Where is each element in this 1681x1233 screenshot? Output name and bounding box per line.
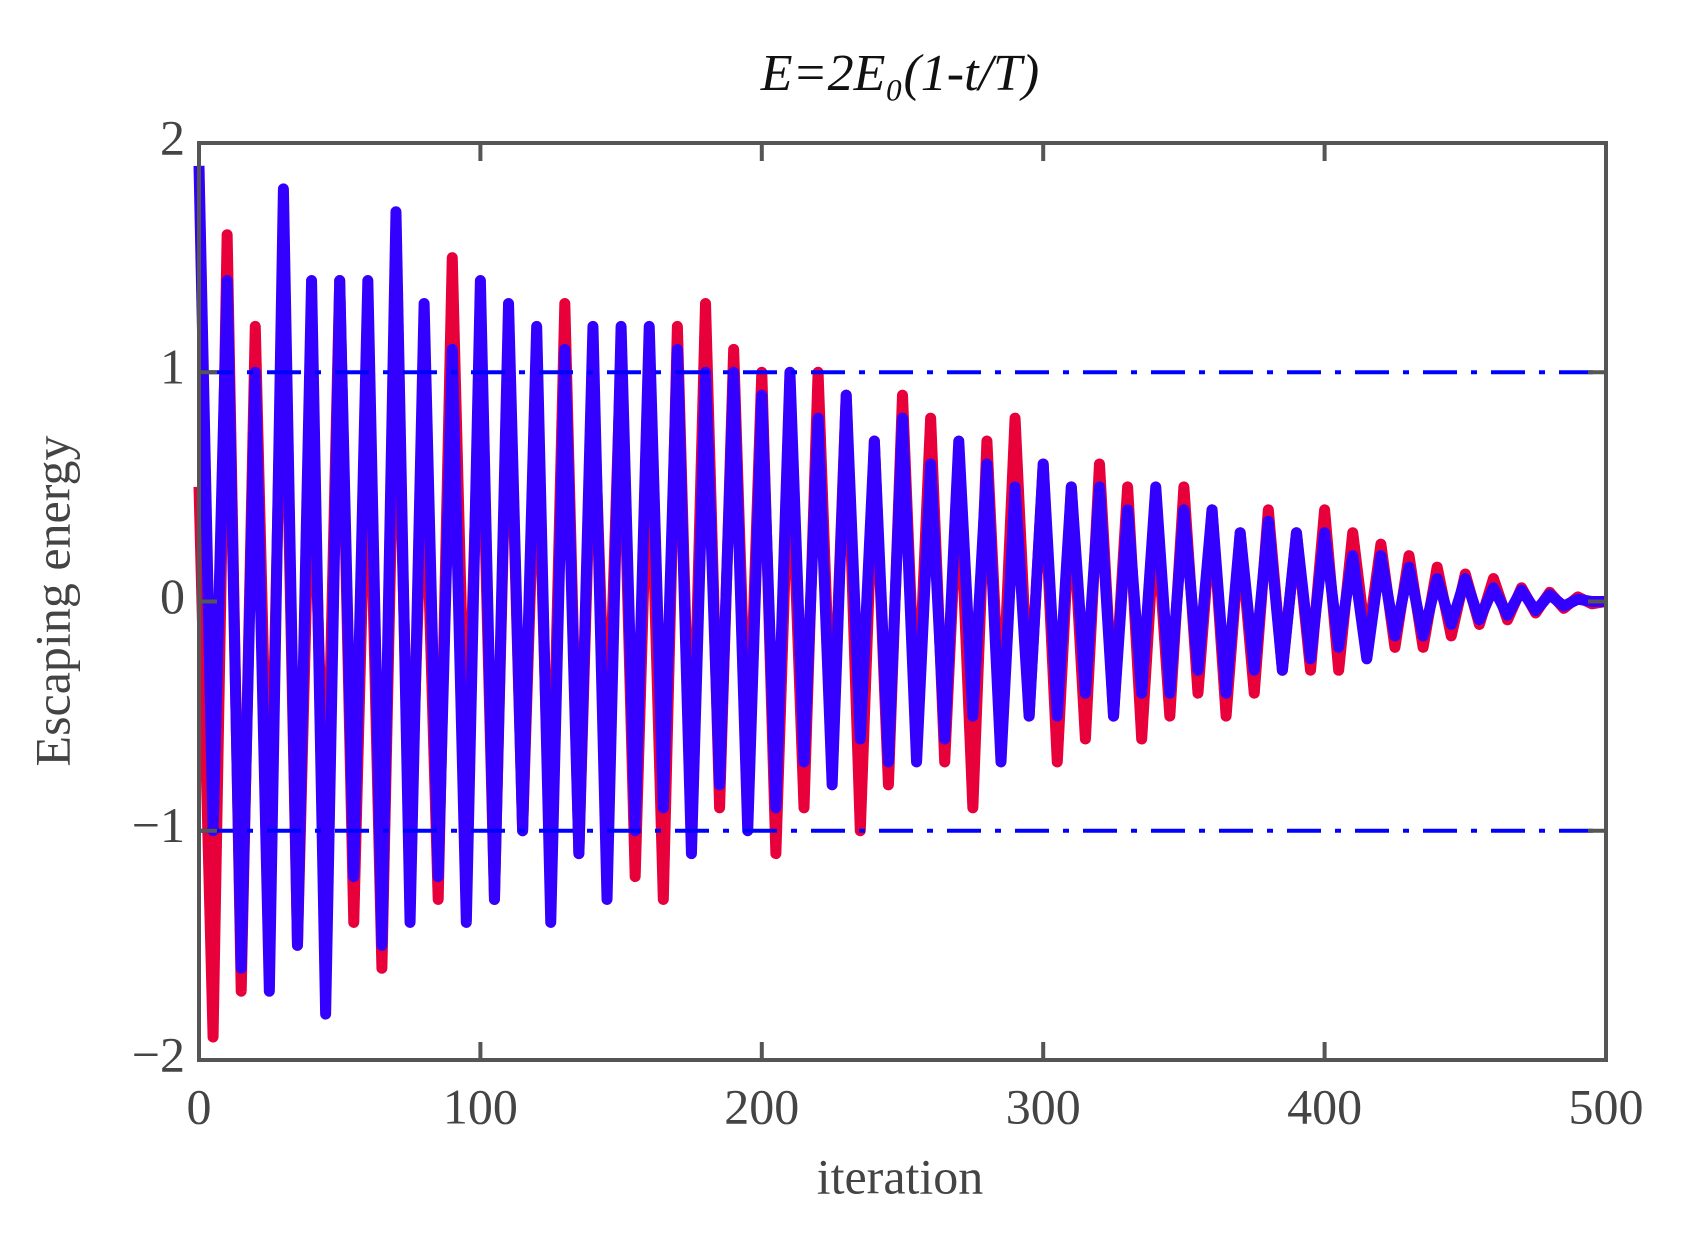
y-tick-label: −1 xyxy=(132,797,185,853)
y-tick-label: 2 xyxy=(160,109,185,165)
chart-title: E=2E₀(1-t/T) xyxy=(760,45,1039,102)
x-tick-label: 0 xyxy=(187,1078,212,1134)
y-axis-label: Escaping energy xyxy=(24,436,80,767)
y-tick-label: 0 xyxy=(160,568,185,624)
data-line xyxy=(193,165,1606,1020)
y-tick-label: −2 xyxy=(132,1026,185,1082)
x-tick-label: 300 xyxy=(1006,1078,1081,1134)
x-tick-label: 400 xyxy=(1287,1078,1362,1134)
x-tick-label: 100 xyxy=(443,1078,518,1134)
x-tick-label: 500 xyxy=(1569,1078,1644,1134)
y-tick-label: 1 xyxy=(160,339,185,395)
x-tick-label: 200 xyxy=(724,1078,799,1134)
x-axis-label: iteration xyxy=(817,1148,984,1204)
